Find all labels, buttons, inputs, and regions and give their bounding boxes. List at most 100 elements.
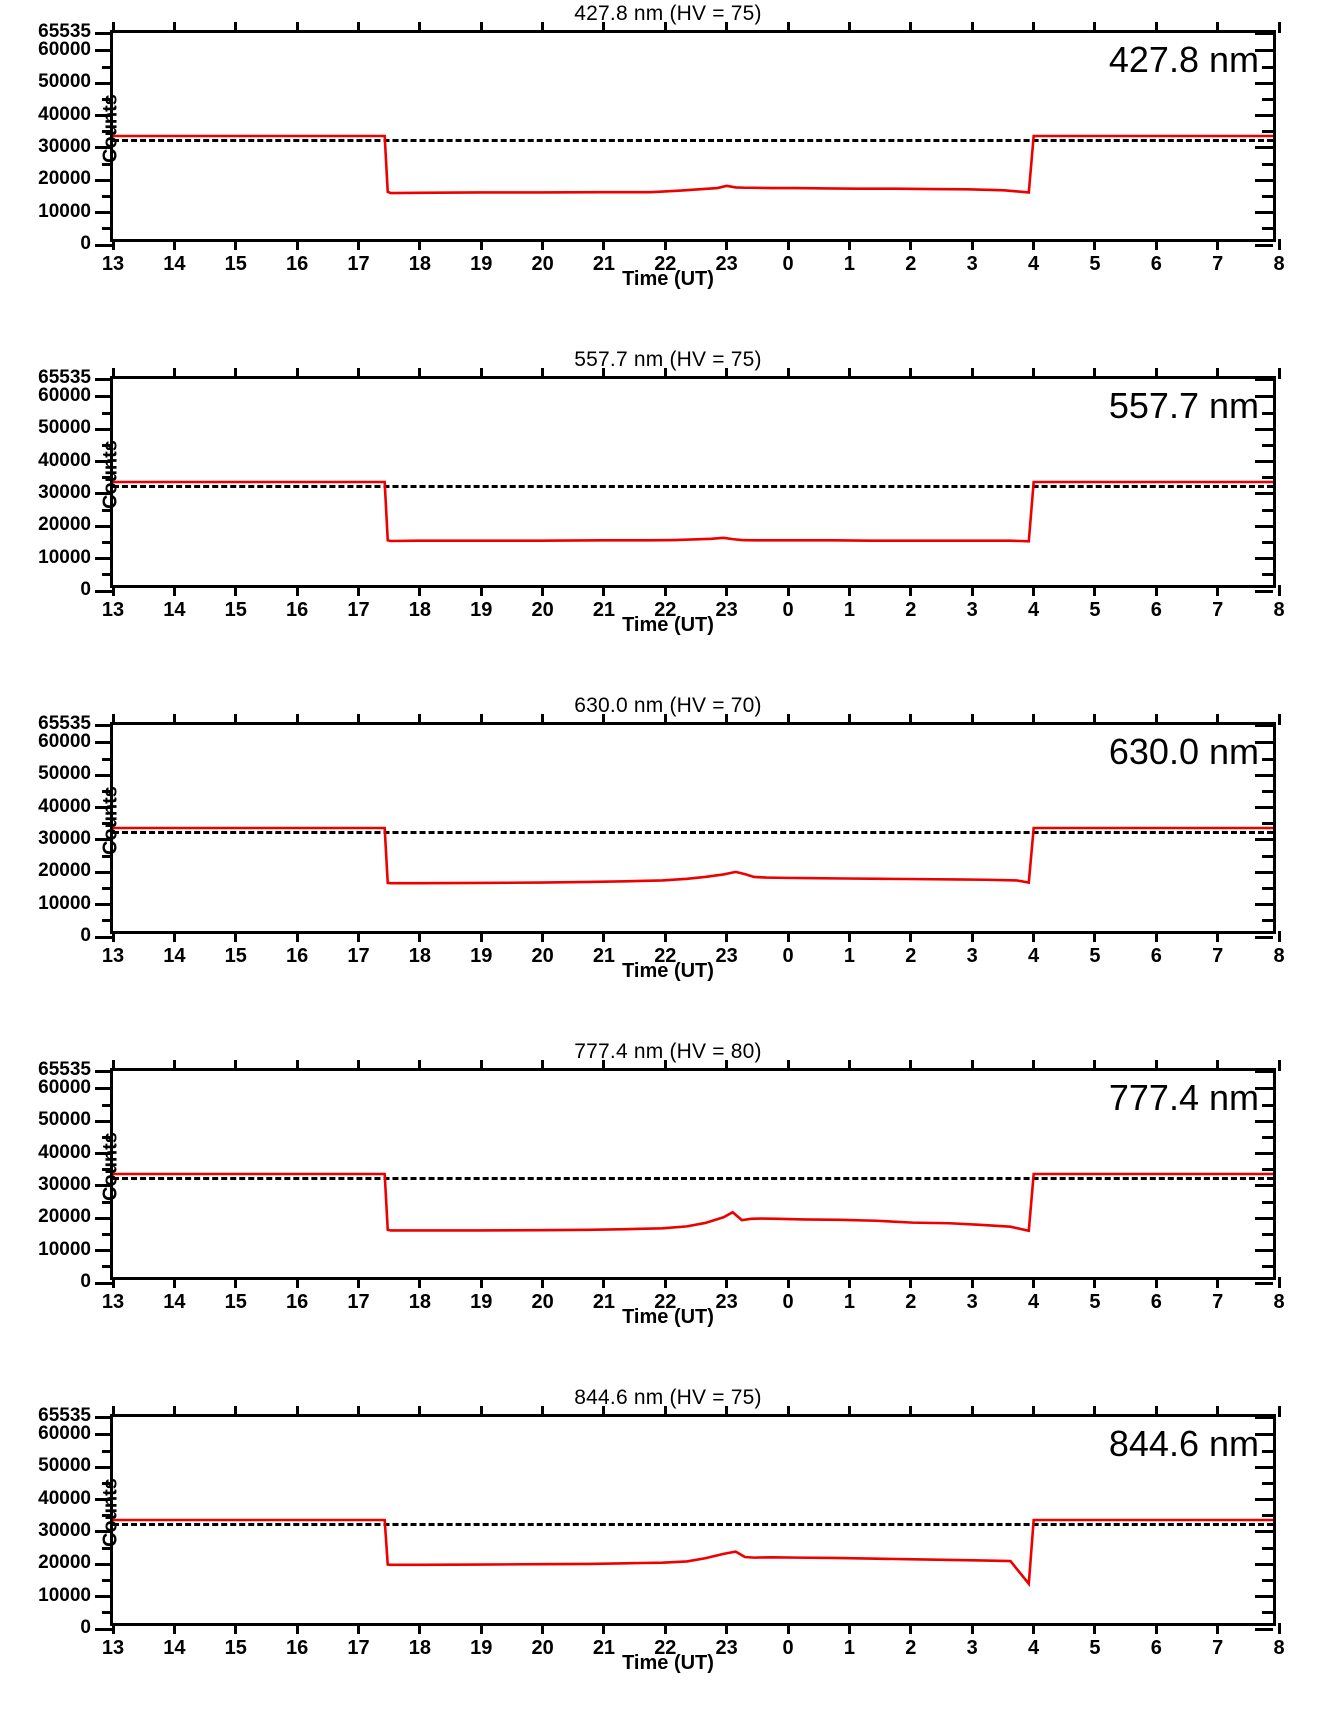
y-tick-mark [1255,1281,1273,1285]
x-tick-mark [847,1623,851,1634]
y-tick-mark [102,1546,113,1550]
y-tick-mark [1255,1498,1273,1502]
y-tick-mark [95,838,113,842]
x-tick-mark [234,368,238,379]
x-tick-mark [541,22,545,33]
x-tick-mark [172,714,176,725]
x-tick-mark [909,1406,913,1417]
x-tick-label: 15 [224,1291,247,1313]
y-tick-mark [1262,97,1273,101]
x-tick-label: 6 [1150,599,1162,621]
x-tick-mark [602,1406,606,1417]
x-tick-mark [479,239,483,250]
x-tick-label: 3 [966,253,978,275]
x-tick-mark [479,368,483,379]
x-tick-label: 4 [1027,1637,1040,1659]
x-tick-mark [479,1277,483,1288]
x-tick-label: 23 [715,599,738,621]
saturation-line [113,1522,1273,1526]
y-tick-mark [1255,557,1273,561]
x-tick-mark [295,714,299,725]
x-tick-mark [847,22,851,33]
x-tick-label: 5 [1089,1291,1101,1313]
x-tick-label: 18 [408,599,431,621]
x-tick-mark [1277,22,1281,33]
x-tick-label: 13 [101,1637,125,1659]
y-tick-mark [95,1433,113,1437]
y-tick-label: 10000 [38,546,91,568]
y-tick-label: 50000 [38,1455,91,1477]
y-tick-mark [102,1449,113,1453]
x-tick-label: 18 [408,945,431,967]
x-tick-mark [1032,931,1036,942]
x-tick-label: 8 [1273,945,1285,967]
y-tick-mark [102,886,113,890]
panel-title: 844.6 nm (HV = 75) [574,1386,762,1409]
y-tick-mark [1262,1611,1273,1615]
y-tick-mark [95,1627,113,1631]
panel-title: 777.4 nm (HV = 80) [574,1040,762,1063]
x-tick-mark [234,1277,238,1288]
x-tick-mark [786,1623,790,1634]
y-tick-mark [102,194,113,198]
y-tick-label: 0 [80,233,91,254]
y-tick-mark [1255,178,1273,182]
y-tick-mark [1262,65,1273,69]
x-tick-label: 2 [905,945,917,967]
x-tick-mark [295,368,299,379]
inplot-wavelength-label: 427.8 nm [1108,39,1259,80]
x-tick-mark [234,239,238,250]
x-tick-mark [111,22,115,33]
y-tick-mark [95,773,113,777]
x-tick-mark [356,1623,360,1634]
x-tick-mark [970,368,974,379]
y-tick-mark [1255,243,1273,247]
y-tick-label: 50000 [38,1109,91,1131]
y-tick-mark [95,1152,113,1156]
y-tick-mark [1255,1415,1273,1419]
x-tick-mark [725,585,729,596]
x-tick-label: 17 [347,253,370,275]
x-tick-mark [1093,931,1097,942]
x-tick-label: 1 [843,1637,855,1659]
x-tick-mark [479,585,483,596]
x-tick-mark [725,239,729,250]
x-tick-label: 14 [163,599,186,621]
y-tick-mark [95,557,113,561]
x-tick-label: 8 [1273,1291,1285,1313]
x-tick-mark [1093,368,1097,379]
saturation-line [113,484,1273,488]
x-tick-mark [1154,1277,1158,1288]
x-tick-label: 16 [285,599,309,621]
y-tick-mark [1255,935,1273,939]
y-tick-mark [1255,741,1273,745]
x-tick-mark [663,585,667,596]
x-tick-mark [1032,1277,1036,1288]
y-tick-mark [1255,395,1273,399]
y-tick-label: 65535 [38,713,91,734]
x-tick-label: 22 [654,1637,677,1659]
x-tick-mark [725,931,729,942]
x-tick-mark [479,1406,483,1417]
x-tick-mark [418,239,422,250]
x-tick-label: 2 [905,253,917,275]
x-tick-label: 3 [966,1291,978,1313]
y-tick-mark [1262,1546,1273,1550]
x-tick-mark [663,1277,667,1288]
x-tick-mark [541,931,545,942]
y-tick-mark [1262,919,1273,923]
y-tick-mark [95,741,113,745]
y-tick-label: 65535 [38,21,91,42]
x-tick-mark [602,239,606,250]
y-tick-mark [95,1530,113,1534]
y-tick-mark [95,1069,113,1073]
x-tick-mark [356,22,360,33]
x-tick-label: 8 [1273,1637,1285,1659]
x-tick-mark [356,239,360,250]
y-tick-mark [1255,31,1273,35]
x-tick-mark [602,714,606,725]
x-tick-label: 7 [1212,599,1224,621]
y-tick-mark [1255,81,1273,85]
x-tick-label: 14 [163,1637,186,1659]
x-tick-label: 19 [470,599,493,621]
